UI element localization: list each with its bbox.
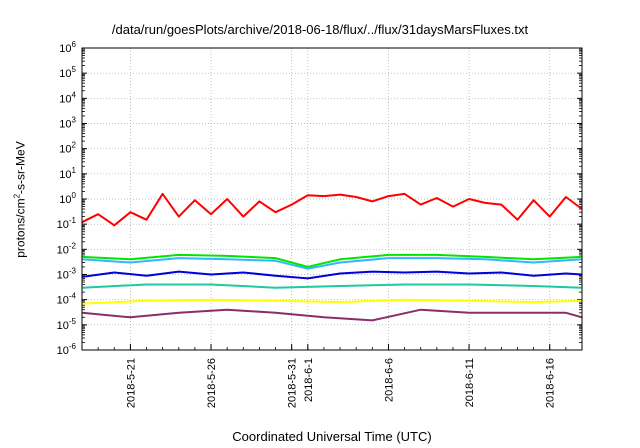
y-tick-label: 10-3 <box>57 267 77 282</box>
series-line-6 <box>81 298 583 305</box>
series-line-4 <box>81 270 583 280</box>
series-line-3 <box>81 257 583 270</box>
x-axis-label: Coordinated Universal Time (UTC) <box>232 429 432 444</box>
y-tick-label: 100 <box>59 191 76 206</box>
plot-series <box>81 192 583 322</box>
y-tick-label: 105 <box>59 65 76 80</box>
y-tick-label: 10-2 <box>57 241 77 256</box>
y-tick-label: 10-1 <box>57 216 77 231</box>
x-tick-label: 2018-5-31 <box>287 358 299 408</box>
series-line-5 <box>81 283 583 289</box>
x-tick-label: 2018-6-6 <box>383 358 395 402</box>
chart-title: /data/run/goesPlots/archive/2018-06-18/f… <box>111 22 529 37</box>
series-line-1 <box>81 192 583 227</box>
series-line-7 <box>81 308 583 322</box>
y-axis-label: protons/cm2-s-sr-MeV <box>12 141 28 258</box>
y-tick-label: 10-4 <box>57 292 77 307</box>
y-tick-label: 106 <box>59 40 76 55</box>
y-tick-label: 10-5 <box>57 317 77 332</box>
y-tick-label: 104 <box>59 90 76 105</box>
x-tick-label: 2018-5-26 <box>206 358 218 408</box>
y-axis-ticks: 10-6 10-5 10-4 10-3 10-2 10-1 100 101 102 103 104 1… <box>57 40 582 357</box>
y-tick-label: 101 <box>59 166 76 181</box>
y-tick-label: 10-6 <box>57 342 77 357</box>
series-line-2 <box>81 253 583 268</box>
x-axis-ticks: 2018-5-21 2018-5-26 2018-5-31 2018-6-1 2018-… <box>81 344 583 408</box>
x-tick-label: 2018-6-16 <box>545 358 557 408</box>
x-tick-label: 2018-5-21 <box>125 358 137 408</box>
plot-frame <box>81 47 583 351</box>
y-tick-label: 102 <box>59 141 76 156</box>
y-tick-label: 103 <box>59 116 76 131</box>
x-tick-label: 2018-6-11 <box>464 358 476 407</box>
grid-lines <box>82 48 582 350</box>
x-tick-label: 2018-6-1 <box>303 358 315 402</box>
